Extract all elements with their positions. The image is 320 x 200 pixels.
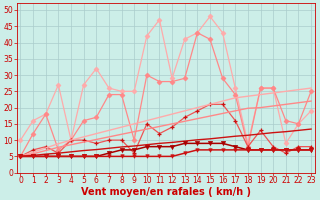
X-axis label: Vent moyen/en rafales ( km/h ): Vent moyen/en rafales ( km/h ) [81, 187, 251, 197]
